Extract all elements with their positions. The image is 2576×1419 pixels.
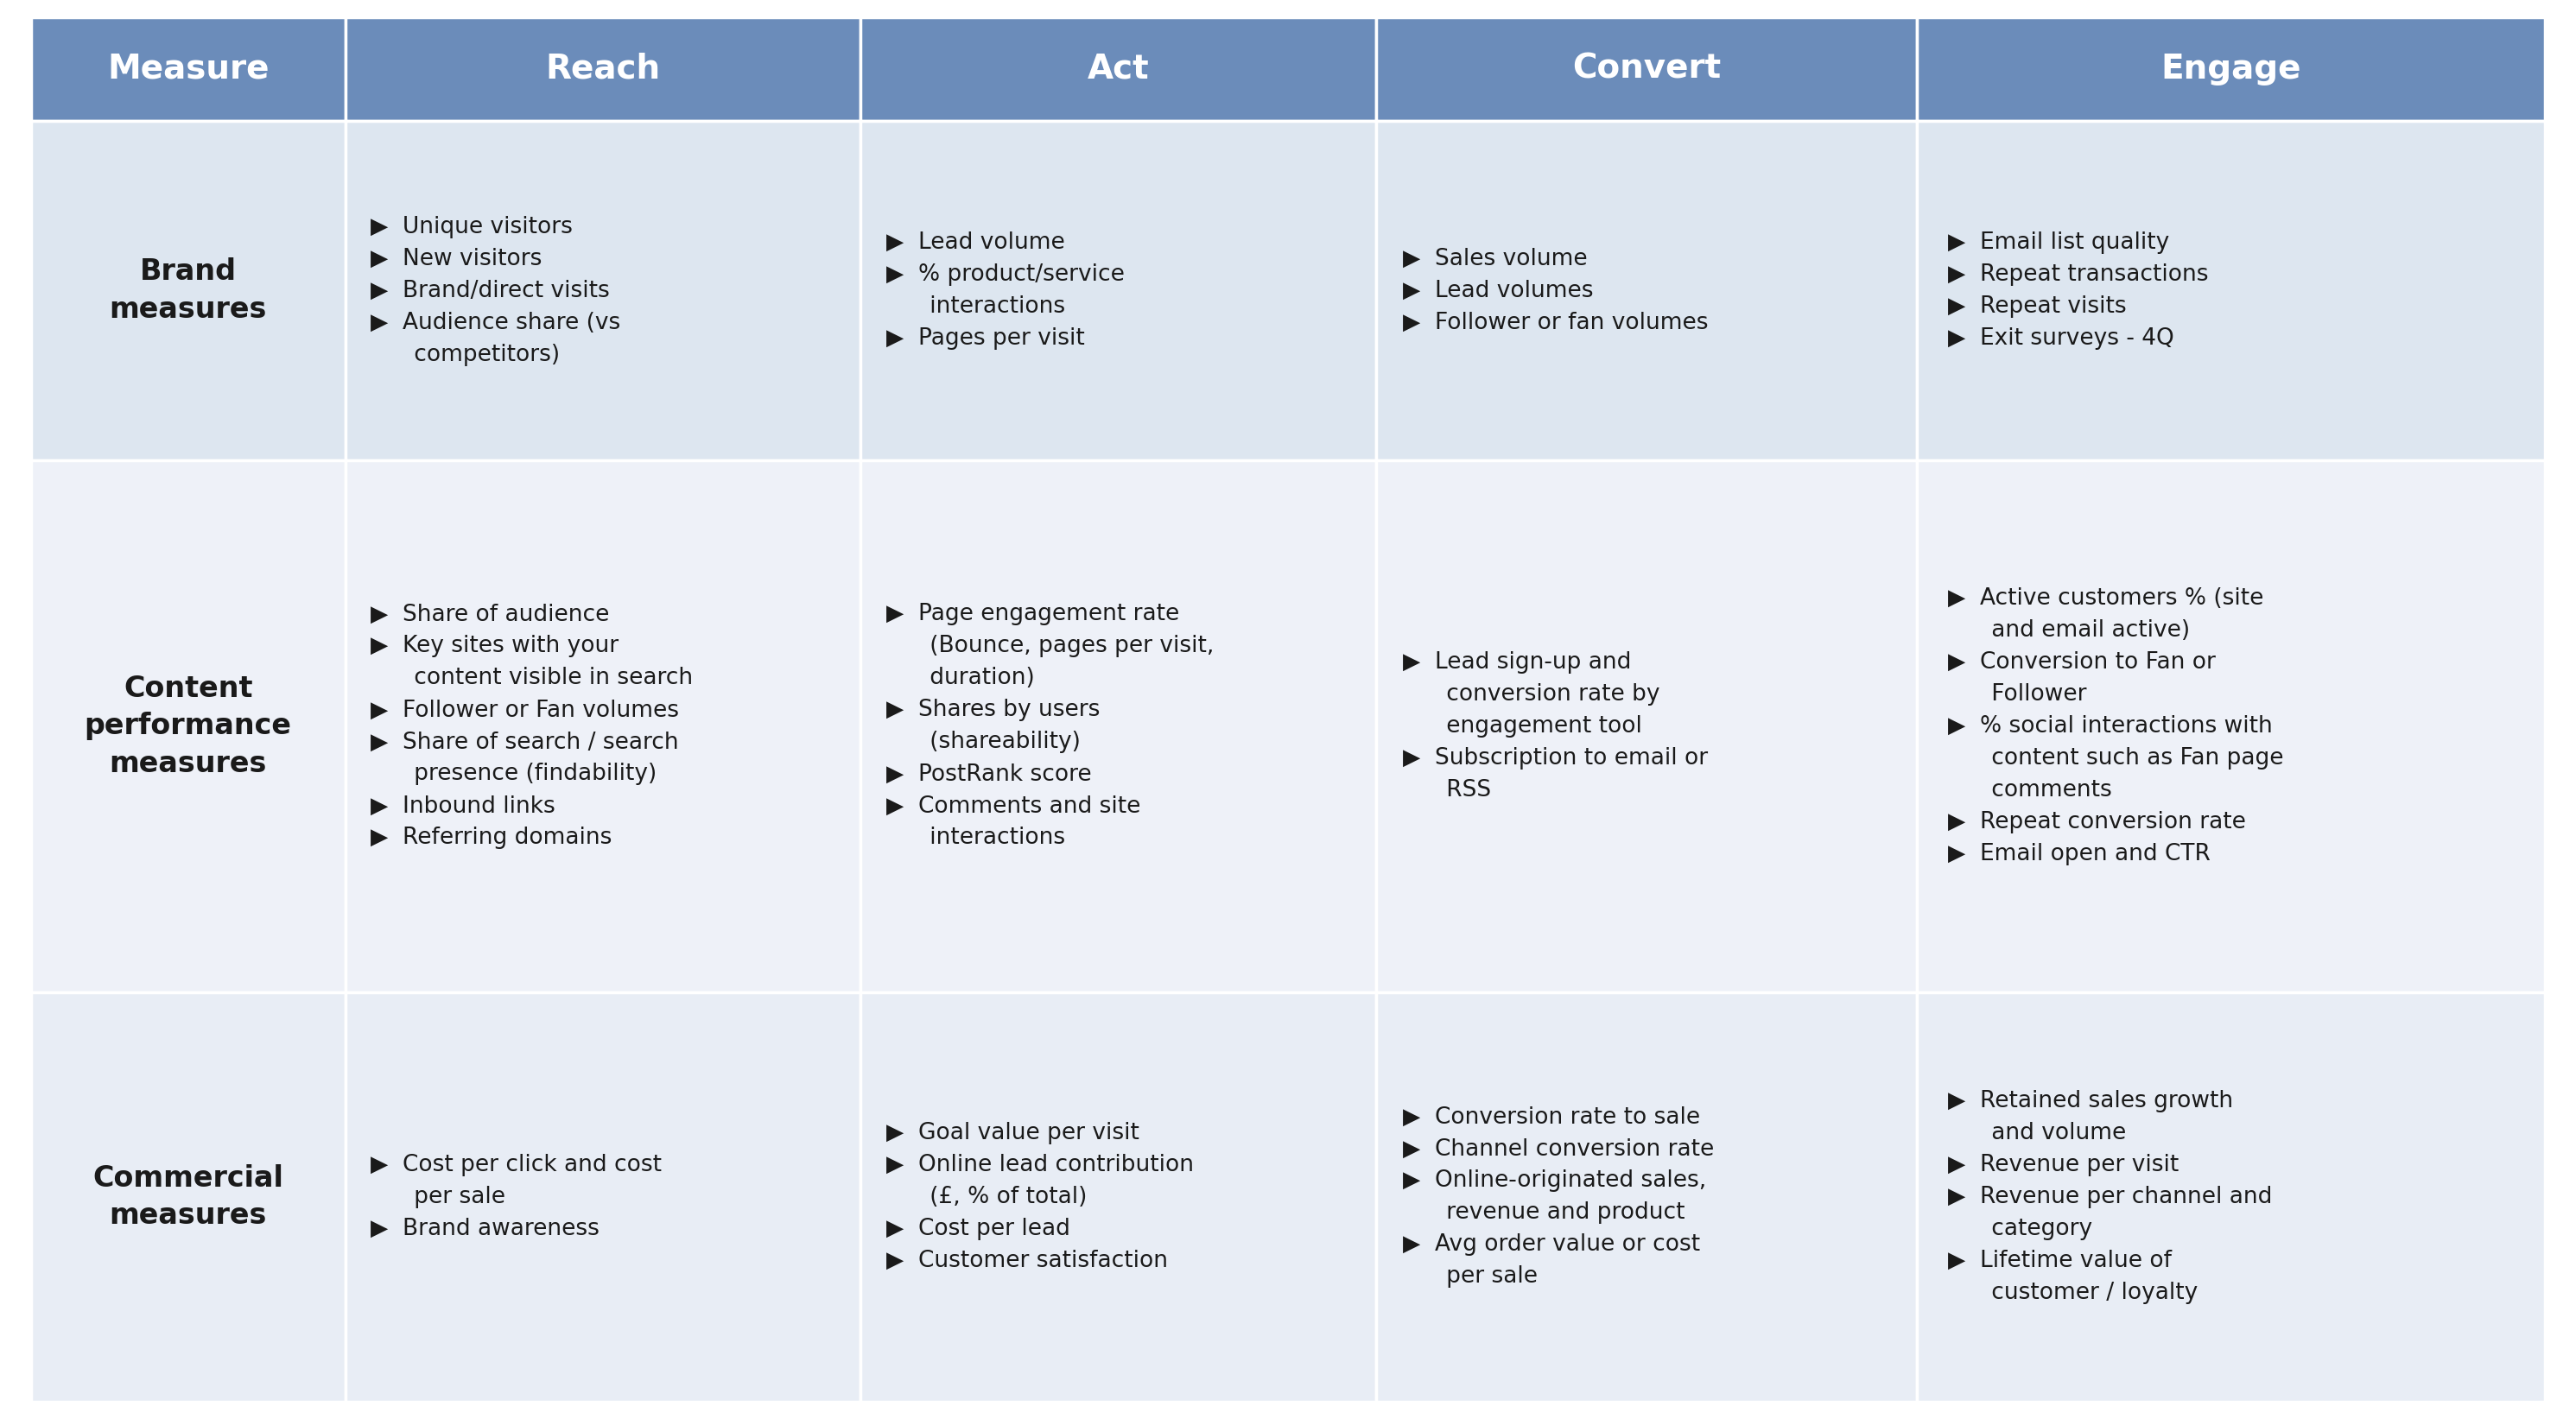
Text: ▶  Unique visitors
▶  New visitors
▶  Brand/direct visits
▶  Audience share (vs
: ▶ Unique visitors ▶ New visitors ▶ Brand… [371, 216, 621, 366]
Bar [860, 460, 1376, 992]
Text: Reach: Reach [546, 53, 659, 85]
Bar [345, 992, 860, 1402]
Bar [860, 17, 1376, 121]
Text: Act: Act [1087, 53, 1149, 85]
Bar [860, 992, 1376, 1402]
Bar [1917, 121, 2545, 460]
Bar [31, 460, 345, 992]
Bar [1376, 992, 1917, 1402]
Bar [31, 17, 345, 121]
Bar [345, 121, 860, 460]
Bar [31, 121, 345, 460]
Text: ▶  Retained sales growth
      and volume
▶  Revenue per visit
▶  Revenue per ch: ▶ Retained sales growth and volume ▶ Rev… [1947, 1090, 2272, 1304]
Text: Engage: Engage [2161, 53, 2300, 85]
Bar [1376, 17, 1917, 121]
Text: ▶  Conversion rate to sale
▶  Channel conversion rate
▶  Online-originated sales: ▶ Conversion rate to sale ▶ Channel conv… [1404, 1105, 1713, 1288]
Bar [1917, 17, 2545, 121]
Text: Commercial
measures: Commercial measures [93, 1164, 283, 1230]
Text: Brand
measures: Brand measures [108, 258, 268, 324]
Bar [860, 121, 1376, 460]
Text: Content
performance
measures: Content performance measures [85, 674, 291, 778]
Text: ▶  Lead sign-up and
      conversion rate by
      engagement tool
▶  Subscripti: ▶ Lead sign-up and conversion rate by en… [1404, 651, 1708, 802]
Bar [345, 460, 860, 992]
Bar [1376, 460, 1917, 992]
Text: ▶  Active customers % (site
      and email active)
▶  Conversion to Fan or
    : ▶ Active customers % (site and email act… [1947, 587, 2282, 866]
Text: ▶  Sales volume
▶  Lead volumes
▶  Follower or fan volumes: ▶ Sales volume ▶ Lead volumes ▶ Follower… [1404, 247, 1708, 333]
Text: Measure: Measure [108, 53, 268, 85]
Text: ▶  Cost per click and cost
      per sale
▶  Brand awareness: ▶ Cost per click and cost per sale ▶ Bra… [371, 1154, 662, 1240]
Bar [345, 17, 860, 121]
Text: ▶  Page engagement rate
      (Bounce, pages per visit,
      duration)
▶  Share: ▶ Page engagement rate (Bounce, pages pe… [886, 603, 1213, 850]
Bar [1376, 121, 1917, 460]
Bar [1917, 460, 2545, 992]
Text: ▶  Goal value per visit
▶  Online lead contribution
      (£, % of total)
▶  Cos: ▶ Goal value per visit ▶ Online lead con… [886, 1122, 1193, 1273]
Bar [1917, 992, 2545, 1402]
Text: ▶  Email list quality
▶  Repeat transactions
▶  Repeat visits
▶  Exit surveys - : ▶ Email list quality ▶ Repeat transactio… [1947, 231, 2208, 350]
Text: ▶  Share of audience
▶  Key sites with your
      content visible in search
▶  F: ▶ Share of audience ▶ Key sites with you… [371, 603, 693, 850]
Text: ▶  Lead volume
▶  % product/service
      interactions
▶  Pages per visit: ▶ Lead volume ▶ % product/service intera… [886, 231, 1126, 350]
Text: Convert: Convert [1571, 53, 1721, 85]
Bar [31, 992, 345, 1402]
